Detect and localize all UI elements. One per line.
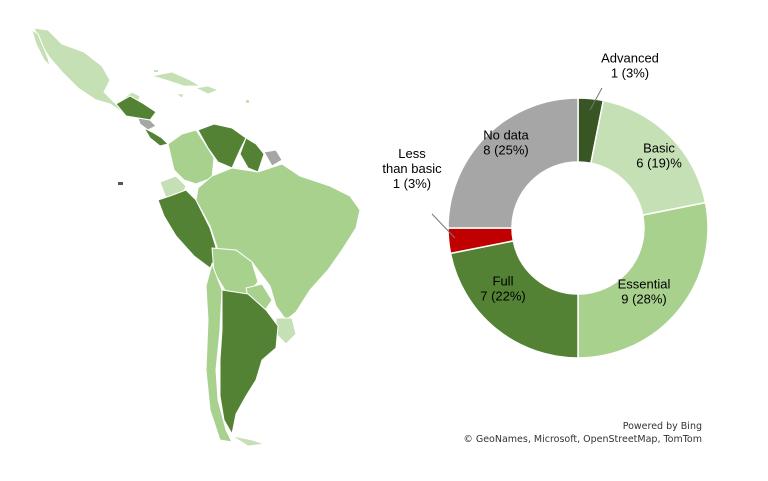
map-region-chile	[205, 262, 233, 443]
leader-line-less-than-basic	[431, 213, 456, 239]
map-region-brazil	[195, 163, 361, 321]
latin-america-map	[31, 27, 361, 447]
map-region-hispaniola	[194, 85, 220, 95]
data-label-less-than-basic: Less than basic 1 (3%)	[382, 146, 442, 191]
leader-line-advanced	[589, 87, 603, 111]
data-label-advanced: Advanced 1 (3%)	[601, 51, 659, 81]
map-region-jamaica	[174, 93, 185, 99]
map-region-cuba	[151, 71, 202, 87]
data-label-essential: Essential 9 (28%)	[618, 277, 671, 307]
map-region-lesser-antilles	[246, 100, 249, 103]
map-region-colombia	[167, 129, 215, 185]
map-region-french-guiana	[263, 149, 283, 167]
slice-no-data	[447, 97, 579, 229]
slice-full	[449, 239, 579, 359]
map-region-tierra-del-fuego	[231, 435, 265, 447]
map-region-mexico	[33, 27, 141, 113]
attribution-powered-by: Powered by Bing	[622, 421, 702, 432]
data-label-full: Full 7 (22%)	[480, 274, 526, 304]
map-region-galapagos	[118, 182, 123, 185]
map-region-central-america	[115, 95, 157, 121]
map-region-honduras-nodata	[137, 117, 157, 131]
attribution-credits: © GeoNames, Microsoft, OpenStreetMap, To…	[463, 434, 702, 445]
map-region-argentina	[219, 289, 279, 436]
data-label-no-data: No data 8 (25%)	[483, 128, 529, 158]
slice-basic	[589, 99, 707, 217]
map-region-venezuela	[197, 123, 247, 169]
slice-essential	[577, 201, 709, 359]
map-region-bahamas	[154, 70, 158, 72]
data-label-basic: Basic 6 (19)%	[636, 141, 682, 171]
map-region-baja	[31, 28, 51, 68]
